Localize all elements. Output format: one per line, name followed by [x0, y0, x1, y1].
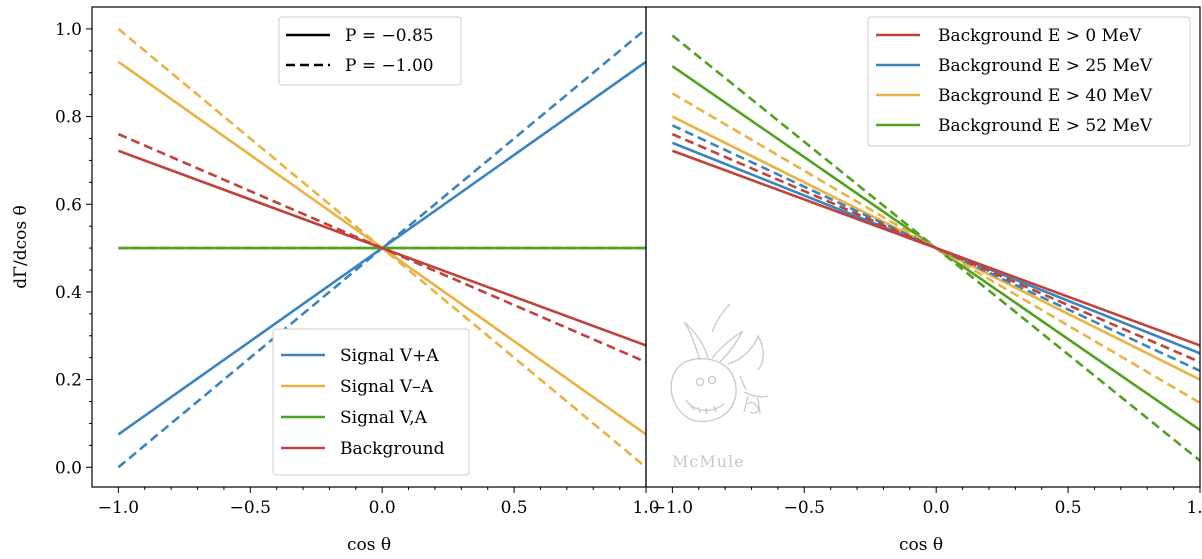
left-y-tick-label: 0.8	[55, 108, 82, 128]
right-x-tick-label: −0.5	[784, 498, 825, 518]
logo-sketch	[727, 334, 764, 371]
left-chart-panel: −1.0 −0.5 0.0 0.5 1.0 0.0 0.2 0.4 0.6 0.8 1.0 dΓ/d…	[11, 6, 660, 555]
legend-label: Background E > 52 MeV	[938, 116, 1153, 136]
logo-sketch	[707, 375, 717, 385]
style-legend-label: P = −0.85	[345, 26, 434, 46]
left-series-lines	[117, 27, 647, 469]
series-line-background-solid	[117, 149, 647, 347]
right-series-legend-box	[867, 16, 1191, 147]
left-y-tick-label: 0.6	[55, 195, 82, 215]
left-x-tick-label: 0.0	[369, 498, 396, 518]
logo-sketch	[711, 330, 744, 363]
right-ticks: −1.0 −0.5 0.0 0.5 1.0	[652, 487, 1202, 518]
right-series-lines	[671, 34, 1201, 462]
left-x-tick-label: 1.0	[632, 498, 659, 518]
logo-sketch	[695, 377, 705, 387]
legend-label: Background E > 40 MeV	[938, 86, 1153, 106]
style-legend: P = −0.85 P = −1.00	[278, 16, 462, 86]
legend-label: Background E > 0 MeV	[938, 26, 1142, 46]
left-x-tick-label: −1.0	[98, 498, 139, 518]
left-x-tick-label: 0.5	[501, 498, 528, 518]
left-x-tick-label: −0.5	[230, 498, 271, 518]
logo-sketch	[683, 321, 709, 361]
left-series-legend: Signal V+A Signal V–A Signal V,A Backgro…	[272, 328, 470, 476]
series-line-background-e-0-mev-solid	[671, 149, 1201, 347]
logo-sketch	[689, 403, 717, 415]
legend-label: Signal V+A	[340, 346, 439, 366]
logo-sketch	[747, 401, 760, 414]
mcmule-logo	[670, 303, 769, 423]
left-y-tick-label: 0.2	[55, 371, 82, 391]
series-line-background-e-40-mev-dashed	[671, 92, 1201, 404]
left-ylabel: dΓ/dcos θ	[11, 205, 31, 288]
left-y-tick-label: 1.0	[55, 20, 82, 40]
right-x-tick-label: 0.5	[1055, 498, 1082, 518]
logo-sketch	[739, 375, 769, 398]
right-x-tick-label: 0.0	[923, 498, 950, 518]
watermark-text: McMule	[672, 452, 745, 471]
left-y-tick-label: 0.4	[55, 283, 82, 303]
right-xlabel: cos θ	[899, 535, 943, 555]
series-line-background-e-25-mev-dashed	[671, 124, 1201, 373]
left-xlabel: cos θ	[347, 535, 391, 555]
legend-label: Signal V,A	[340, 408, 428, 428]
legend-label: Background E > 25 MeV	[938, 56, 1153, 76]
right-plot-frame	[645, 6, 1201, 488]
logo-sketch	[711, 303, 731, 333]
right-series-legend: Background E > 0 MeV Background E > 25 M…	[867, 16, 1191, 147]
logo-sketch	[670, 357, 737, 423]
legend-label: Background	[340, 439, 445, 459]
style-legend-label: P = −1.00	[345, 56, 434, 76]
logo-sketch	[685, 399, 725, 411]
right-x-tick-label: 1.0	[1186, 498, 1202, 518]
right-x-tick-label: −1.0	[652, 498, 693, 518]
legend-label: Signal V–A	[340, 377, 434, 397]
left-y-tick-label: 0.0	[55, 458, 82, 478]
logo-sketch	[743, 395, 761, 415]
left-series-legend-box	[272, 328, 470, 476]
left-ticks: −1.0 −0.5 0.0 0.5 1.0 0.0 0.2 0.4 0.6 0.8 1.0	[55, 20, 660, 518]
right-chart-panel: McMule −1.0 −0.5 0.0 0.5 1.0 cos θ Backgroun…	[645, 6, 1202, 555]
